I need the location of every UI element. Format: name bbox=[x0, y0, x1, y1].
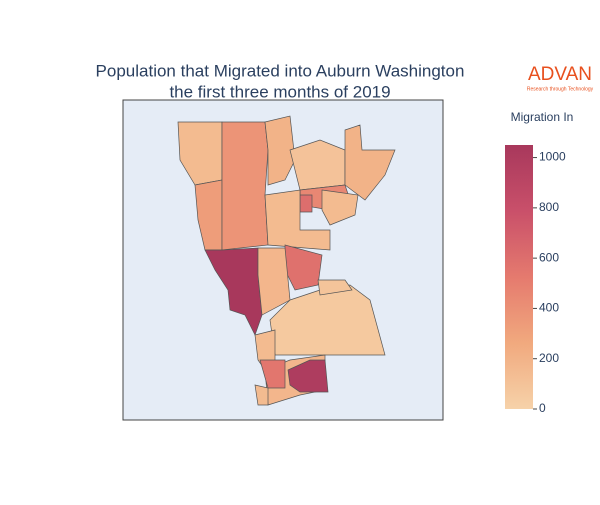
region bbox=[259, 359, 286, 389]
chart-title: Population that Migrated into Auburn Was… bbox=[96, 61, 465, 80]
colorbar-tick-label: 0 bbox=[539, 401, 546, 415]
colorbar-tick-label: 1000 bbox=[539, 150, 566, 164]
region bbox=[317, 279, 353, 296]
logo: ADVAN bbox=[528, 64, 592, 85]
colorbar-tick-label: 400 bbox=[539, 301, 559, 315]
region bbox=[221, 121, 269, 251]
chart-subtitle: the first three months of 2019 bbox=[169, 82, 390, 101]
map bbox=[177, 115, 396, 406]
colorbar-tick-label: 600 bbox=[539, 250, 559, 264]
region bbox=[344, 124, 396, 201]
region bbox=[287, 359, 329, 393]
region bbox=[257, 247, 291, 316]
region bbox=[264, 189, 331, 251]
colorbar-tick-label: 800 bbox=[539, 200, 559, 214]
region bbox=[321, 189, 359, 226]
colorbar bbox=[505, 145, 533, 409]
region bbox=[264, 115, 296, 186]
colorbar-tick-label: 200 bbox=[539, 351, 559, 365]
colorbar-title: Migration In bbox=[511, 110, 574, 124]
logo-tagline: Research through Technology bbox=[527, 86, 594, 92]
region bbox=[254, 384, 269, 406]
region bbox=[289, 139, 346, 191]
region bbox=[299, 194, 313, 213]
